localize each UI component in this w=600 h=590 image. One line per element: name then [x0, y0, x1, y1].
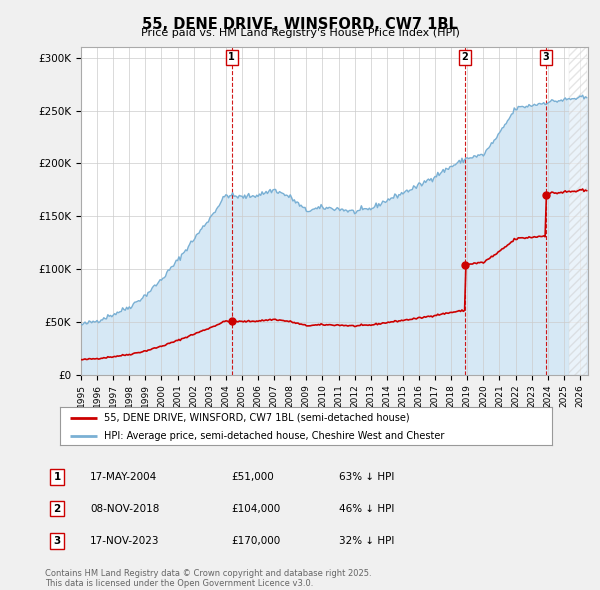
Text: 55, DENE DRIVE, WINSFORD, CW7 1BL (semi-detached house): 55, DENE DRIVE, WINSFORD, CW7 1BL (semi-… — [104, 413, 410, 423]
Text: 55, DENE DRIVE, WINSFORD, CW7 1BL: 55, DENE DRIVE, WINSFORD, CW7 1BL — [142, 17, 458, 31]
Text: 1: 1 — [53, 472, 61, 481]
Text: 63% ↓ HPI: 63% ↓ HPI — [339, 472, 394, 481]
Text: £104,000: £104,000 — [231, 504, 280, 513]
Text: 46% ↓ HPI: 46% ↓ HPI — [339, 504, 394, 513]
Text: 1: 1 — [229, 52, 235, 62]
Text: 08-NOV-2018: 08-NOV-2018 — [90, 504, 160, 513]
Text: 17-MAY-2004: 17-MAY-2004 — [90, 472, 157, 481]
Text: 2: 2 — [461, 52, 468, 62]
Text: Price paid vs. HM Land Registry's House Price Index (HPI): Price paid vs. HM Land Registry's House … — [140, 28, 460, 38]
Text: HPI: Average price, semi-detached house, Cheshire West and Chester: HPI: Average price, semi-detached house,… — [104, 431, 445, 441]
Text: 17-NOV-2023: 17-NOV-2023 — [90, 536, 160, 546]
Text: 3: 3 — [542, 52, 549, 62]
Text: 3: 3 — [53, 536, 61, 546]
Text: £51,000: £51,000 — [231, 472, 274, 481]
Text: 2: 2 — [53, 504, 61, 513]
Text: 32% ↓ HPI: 32% ↓ HPI — [339, 536, 394, 546]
Text: £170,000: £170,000 — [231, 536, 280, 546]
Text: Contains HM Land Registry data © Crown copyright and database right 2025.
This d: Contains HM Land Registry data © Crown c… — [45, 569, 371, 588]
